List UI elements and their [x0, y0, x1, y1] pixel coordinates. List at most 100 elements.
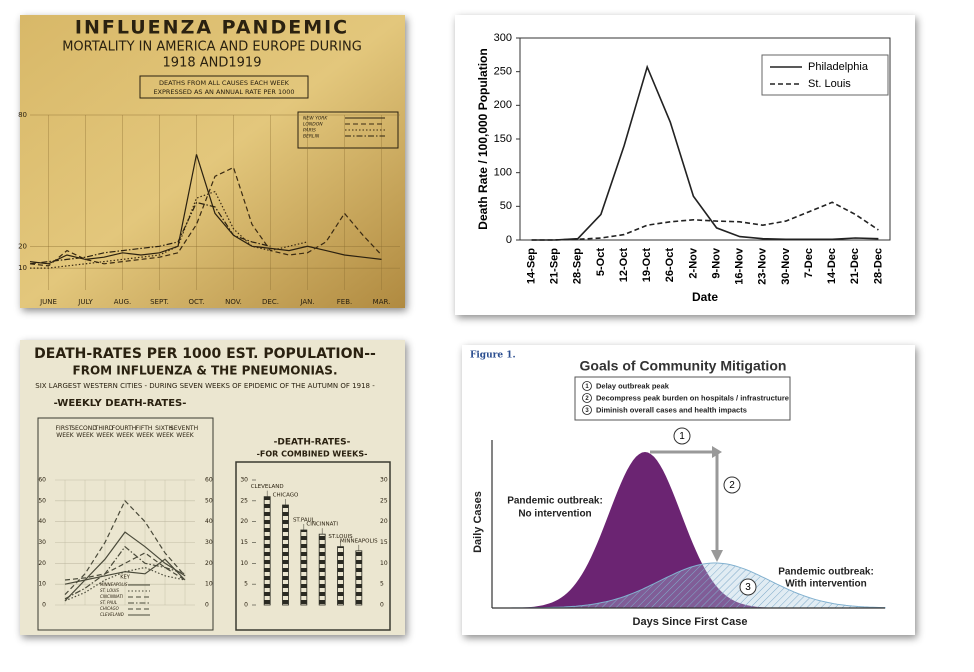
- y-tick-label: 20: [38, 560, 46, 567]
- y-tick-label: 50: [205, 497, 213, 504]
- y-tick-label: 80: [18, 111, 27, 119]
- x-tick-label: SEVENTH WEEK: [170, 425, 200, 439]
- goal-number: 3: [585, 408, 589, 414]
- legend-title: KEY: [120, 575, 130, 581]
- series-line: [29, 154, 382, 265]
- y-tick-label: 20: [205, 560, 213, 567]
- y-tick-label: 100: [494, 167, 512, 179]
- note: EXPRESSED AS AN ANNUAL RATE PER 1000: [153, 88, 294, 96]
- subtitle: MORTALITY IN AMERICA AND EUROPE DURING: [62, 40, 362, 55]
- series-line: [531, 64, 879, 241]
- goal-number: 2: [585, 396, 589, 402]
- subtitle: -FOR COMBINED WEEKS-: [257, 450, 368, 459]
- step-number: 3: [745, 582, 751, 593]
- y-tick-label: 20: [380, 518, 388, 525]
- y-tick-label: 40: [205, 518, 213, 525]
- annotation: No intervention: [518, 509, 591, 520]
- x-tick-label: JUNE: [39, 298, 57, 306]
- x-tick-label: 12-Oct: [618, 248, 630, 283]
- y-tick-label: 30: [38, 539, 46, 546]
- y-tick-label: 40: [38, 518, 46, 525]
- y-tick-label: 30: [240, 477, 248, 484]
- x-tick-label: 23-Nov: [757, 247, 769, 285]
- goal-text: Delay outbreak peak: [596, 381, 670, 390]
- step-marker: [739, 578, 757, 596]
- series-line: [29, 201, 271, 265]
- legend-label: CHICAGO: [100, 606, 119, 611]
- x-tick-label: 26-Oct: [664, 248, 676, 283]
- y-tick-label: 150: [494, 133, 512, 145]
- x-tick-label: 9-Nov: [710, 247, 722, 278]
- legend-label: ST. PAUL: [100, 600, 117, 605]
- note: SIX LARGEST WESTERN CITIES - DURING SEVE…: [35, 382, 375, 390]
- title: Goals of Community Mitigation: [580, 358, 787, 374]
- goal-marker: [582, 393, 592, 403]
- x-tick-label: 21-Dec: [849, 248, 861, 284]
- y-tick-label: 25: [380, 497, 388, 504]
- y-tick-label: 300: [494, 32, 512, 44]
- y-tick-label: 25: [240, 497, 248, 504]
- y-tick-label: 15: [380, 539, 388, 546]
- goal-text: Diminish overall cases and health impact…: [596, 405, 747, 414]
- x-tick-label: FIFTH WEEK: [136, 425, 155, 439]
- step-marker: [723, 476, 741, 494]
- x-tick-label: OCT.: [188, 298, 204, 306]
- bar: [318, 533, 326, 606]
- y-tick-label: 30: [380, 477, 388, 484]
- figure-label: Figure 1.: [470, 351, 516, 361]
- y-tick-label: 10: [380, 560, 388, 567]
- series-line: [29, 166, 382, 267]
- y-axis-label: Death Rate / 100,000 Population: [476, 48, 490, 229]
- plot-frame: [235, 461, 391, 631]
- x-tick-label: 28-Sep: [572, 248, 584, 284]
- legend-box: [761, 54, 889, 96]
- x-tick-label: FOURTH WEEK: [112, 425, 138, 439]
- y-tick-label: 0: [244, 602, 248, 609]
- y-tick-label: 60: [205, 477, 213, 484]
- bar-label: ST.LOUIS: [328, 534, 353, 540]
- curve-with-intervention: [492, 562, 886, 609]
- x-axis-label: Days Since First Case: [633, 616, 748, 628]
- x-tick-label: 7-Dec: [803, 248, 815, 278]
- x-tick-label: NOV.: [225, 298, 242, 306]
- step-number: 1: [679, 431, 685, 442]
- legend-label: CLEVELAND: [100, 612, 124, 617]
- bar: [337, 546, 344, 606]
- y-tick-label: 0: [506, 234, 512, 246]
- series-line: [64, 552, 186, 581]
- y-tick-label: 10: [38, 581, 46, 588]
- goal-marker: [582, 381, 592, 391]
- x-tick-label: DEC.: [262, 298, 279, 306]
- x-tick-label: 14-Dec: [826, 248, 838, 284]
- x-tick-label: SECOND WEEK: [71, 425, 99, 439]
- curve-no-intervention: [492, 452, 790, 608]
- y-tick-label: 20: [18, 242, 27, 250]
- bar-label: ST.PAUL: [293, 518, 316, 524]
- y-tick-label: 5: [380, 581, 384, 588]
- x-tick-label: AUG.: [114, 298, 132, 306]
- x-tick-label: 16-Nov: [734, 247, 746, 285]
- legend-label: Philadelphia: [808, 61, 869, 73]
- bar-label: CLEVELAND: [251, 484, 284, 490]
- y-tick-label: 0: [205, 602, 209, 609]
- title: INFLUENZA PANDEMIC: [75, 17, 349, 39]
- series-line: [64, 531, 186, 602]
- y-tick-label: 250: [494, 66, 512, 78]
- annotation: Pandemic outbreak:: [507, 496, 603, 507]
- legend-label: CINCINNATI: [100, 594, 124, 599]
- x-tick-label: FEB.: [337, 298, 352, 306]
- y-axis-label: Daily Cases: [472, 491, 484, 553]
- x-tick-label: 5-Oct: [595, 248, 607, 276]
- x-tick-label: 14-Sep: [525, 248, 537, 284]
- bar-label: CHICAGO: [273, 493, 299, 499]
- y-tick-label: 20: [240, 518, 248, 525]
- y-tick-label: 10: [240, 560, 248, 567]
- y-tick-label: 200: [494, 99, 512, 111]
- series-line: [64, 566, 186, 602]
- x-tick-label: MAR.: [373, 298, 391, 306]
- y-tick-label: 0: [42, 602, 46, 609]
- note-box: [139, 75, 309, 99]
- legend-label: BERLIN: [303, 134, 320, 140]
- bar: [355, 550, 363, 606]
